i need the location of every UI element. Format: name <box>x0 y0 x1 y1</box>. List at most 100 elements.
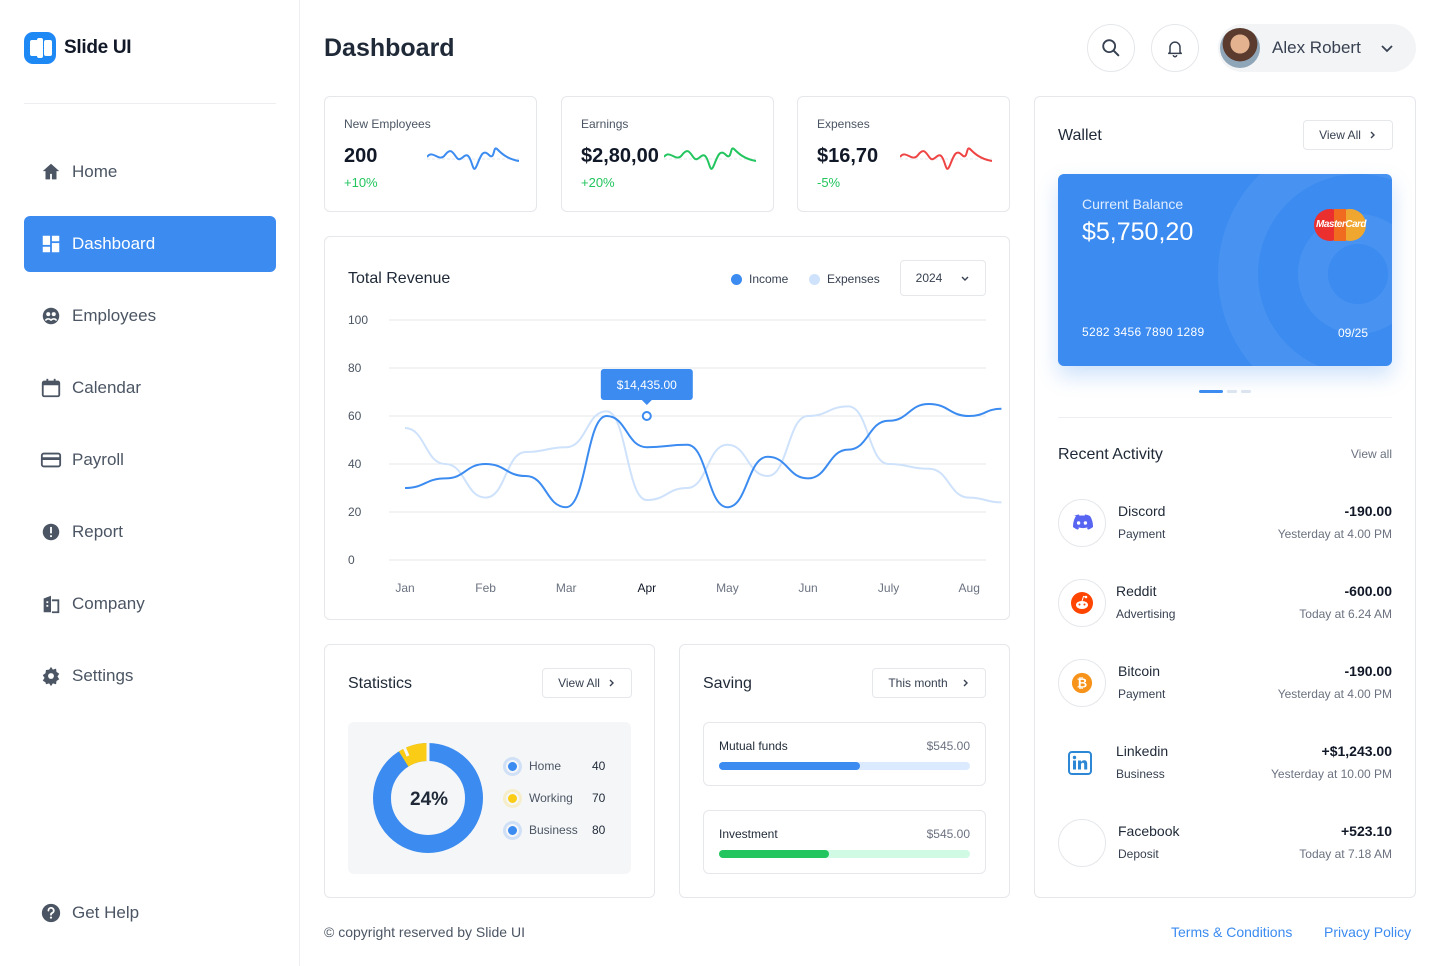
facebook-icon <box>1058 819 1106 867</box>
sparkline <box>427 147 519 170</box>
sidebar-item-employees[interactable]: Employees <box>24 288 276 344</box>
total-revenue-card: Total Revenue Income Expenses 2024 100 80… <box>324 236 1010 620</box>
activity-view-all-link[interactable]: View all <box>1350 447 1392 461</box>
activity-type: Payment <box>1118 687 1166 701</box>
reddit-icon <box>1058 579 1106 627</box>
statistics-card: Statistics View All 24% Home 40 Working 70 B… <box>324 644 655 898</box>
activity-time: Today at 6.24 AM <box>1299 607 1392 621</box>
donut-gap <box>399 739 410 757</box>
period-label: This month <box>888 676 948 690</box>
legend-value: 40 <box>592 759 606 773</box>
period-select[interactable]: This month <box>872 668 986 698</box>
y-tick-label: 40 <box>348 457 362 471</box>
page-title: Dashboard <box>324 34 455 62</box>
saving-amount: $545.00 <box>926 827 970 841</box>
sidebar-item-calendar[interactable]: Calendar <box>24 360 276 416</box>
sidebar-item-company[interactable]: Company <box>24 576 276 632</box>
legend-dot <box>506 792 519 805</box>
report-icon <box>42 523 60 541</box>
highlight-point <box>641 411 652 421</box>
sparkline <box>900 147 992 170</box>
activity-amount: +523.10 <box>1341 823 1392 839</box>
activity-type: Deposit <box>1118 847 1159 861</box>
notifications-button[interactable] <box>1151 24 1199 72</box>
sidebar-item-home[interactable]: Home <box>24 144 276 200</box>
legend-label: Expenses <box>827 272 880 286</box>
saving-title: Saving <box>703 675 752 692</box>
statistics-legend-item: Business 80 <box>506 823 606 837</box>
saving-progress-fill <box>719 850 830 858</box>
donut-center-value: 24% <box>410 789 449 810</box>
balance-card[interactable]: Current Balance $5,750,20 MasterCard 528… <box>1058 174 1392 366</box>
stat-value: $16,70 <box>817 145 879 167</box>
sidebar-item-report[interactable]: Report <box>24 504 276 560</box>
y-tick-label: 100 <box>348 313 368 327</box>
sidebar-item-payroll[interactable]: Payroll <box>24 432 276 488</box>
wallet-title: Wallet <box>1058 127 1102 144</box>
activity-type: Advertising <box>1116 607 1176 621</box>
saving-progress-track <box>719 850 970 858</box>
tooltip-label: $14,435.00 <box>617 378 677 392</box>
search-button[interactable] <box>1087 24 1135 72</box>
activity-item[interactable]: Discord Payment -190.00 Yesterday at 4.0… <box>1058 498 1392 548</box>
statistics-legend-item: Working 70 <box>506 791 606 805</box>
chevron-down-icon <box>961 276 969 281</box>
chevron-right-icon <box>609 679 614 687</box>
brand-name: Slide UI <box>64 37 132 58</box>
chevron-right-icon <box>1370 131 1375 139</box>
get-help-label: Get Help <box>72 903 140 922</box>
privacy-link[interactable]: Privacy Policy <box>1324 924 1412 940</box>
user-menu[interactable]: Alex Robert <box>1218 24 1416 72</box>
wallet-view-all-button[interactable]: View All <box>1303 120 1393 150</box>
saving-item-investment[interactable]: Investment $545.00 <box>703 810 986 874</box>
carousel-dot[interactable] <box>1227 390 1237 393</box>
payroll-icon <box>40 452 62 468</box>
bitcoin-icon: ₿ <box>1058 659 1106 707</box>
stat-label: New Employees <box>344 117 431 131</box>
activity-amount: +$1,243.00 <box>1321 743 1392 759</box>
y-tick-label: 80 <box>348 361 362 375</box>
stat-value: $2,80,00 <box>581 145 659 167</box>
home-icon <box>42 163 60 180</box>
stat-value: 200 <box>344 145 378 167</box>
stat-label: Earnings <box>581 117 629 131</box>
card-brand-text: MasterCard <box>1315 219 1367 230</box>
activity-item[interactable]: Reddit Advertising -600.00 Today at 6.24… <box>1058 578 1392 628</box>
sidebar-item-label: Home <box>72 162 118 181</box>
activity-item[interactable]: ₿ Bitcoin Payment -190.00 Yesterday at 4… <box>1058 658 1392 708</box>
balance-label: Current Balance <box>1082 196 1184 212</box>
activity-name: Linkedin <box>1116 743 1169 759</box>
activity-item[interactable]: Facebook Deposit +523.10 Today at 7.18 A… <box>1058 818 1392 868</box>
year-select[interactable]: 2024 <box>900 260 986 296</box>
get-help-link[interactable]: Get Help <box>40 902 139 924</box>
legend-income: Income <box>731 272 788 286</box>
wallet-card: Wallet View All Current Balance $5,750,2… <box>1034 96 1416 898</box>
sidebar-divider <box>24 103 276 104</box>
sidebar-item-label: Payroll <box>72 450 124 469</box>
statistics-view-all-button[interactable]: View All <box>542 668 632 698</box>
x-tick-label: Apr <box>637 581 656 595</box>
activity-item[interactable]: Linkedin Business +$1,243.00 Yesterday a… <box>1058 738 1392 788</box>
series-line-expenses <box>404 405 1002 504</box>
year-value: 2024 <box>915 271 943 285</box>
company-icon <box>43 595 60 614</box>
carousel-dot[interactable] <box>1241 390 1251 393</box>
carousel-dot-active[interactable] <box>1199 390 1223 393</box>
sidebar-item-dashboard[interactable]: Dashboard <box>24 216 276 272</box>
help-icon <box>41 903 61 923</box>
legend-label: Home <box>529 759 562 773</box>
terms-link[interactable]: Terms & Conditions <box>1171 924 1293 940</box>
saving-item-mutual-funds[interactable]: Mutual funds $545.00 <box>703 722 986 786</box>
sidebar-nav: Home Dashboard Employees Calendar Payrol… <box>24 144 276 720</box>
calendar-icon <box>41 378 61 398</box>
sidebar-item-settings[interactable]: Settings <box>24 648 276 704</box>
activity-time: Yesterday at 4.00 PM <box>1277 527 1392 541</box>
sparkline-line <box>664 147 756 170</box>
y-tick-label: 0 <box>348 553 355 567</box>
dashboard-icon <box>42 235 60 253</box>
brand-logo[interactable]: Slide UI <box>24 32 132 64</box>
linkedin-icon <box>1056 739 1104 787</box>
x-tick-label: Mar <box>556 581 577 595</box>
sidebar-item-label: Calendar <box>72 378 141 397</box>
stat-change: +10% <box>344 175 378 190</box>
